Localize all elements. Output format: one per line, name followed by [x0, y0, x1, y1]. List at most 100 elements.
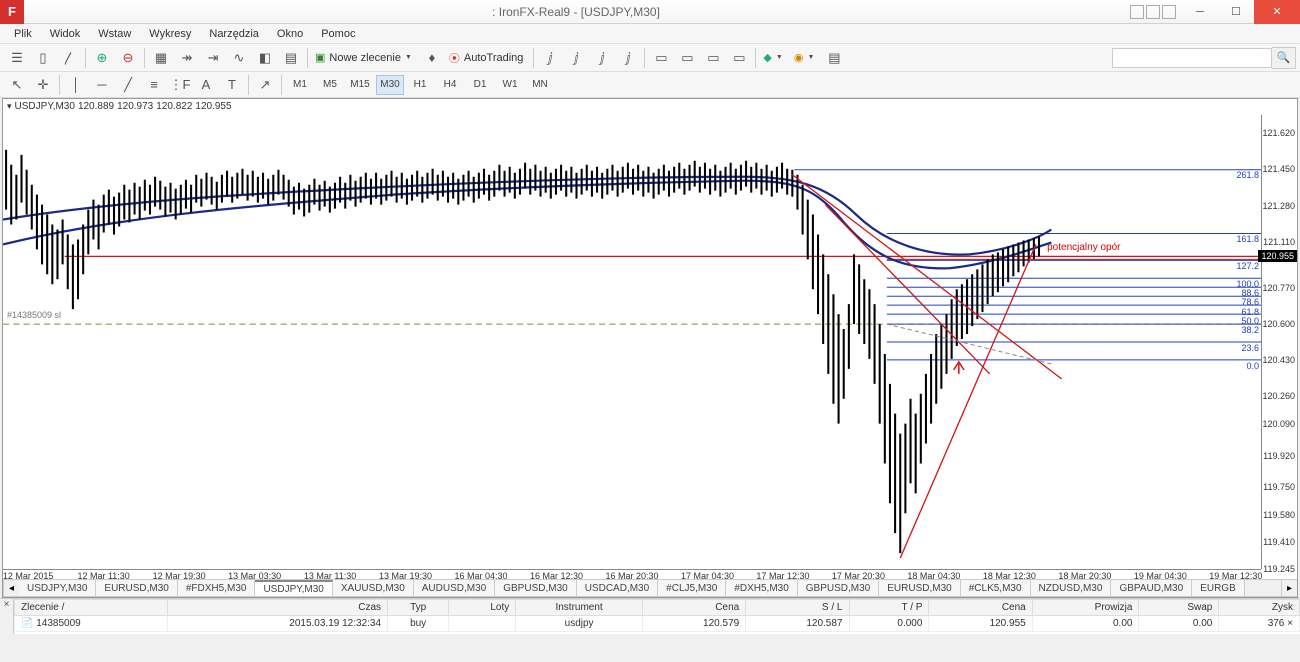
zoom-out-icon[interactable]: ⊖: [116, 46, 140, 70]
symbol-tab[interactable]: GBPAUD,M30: [1111, 580, 1192, 596]
tb-i-icon[interactable]: ▤: [822, 46, 846, 70]
child-close-icon[interactable]: [1162, 5, 1176, 19]
tf-d1[interactable]: D1: [466, 75, 494, 95]
tile-icon[interactable]: ▦: [149, 46, 173, 70]
arrows-icon[interactable]: ↗: [253, 73, 277, 97]
channel-icon[interactable]: ≡: [142, 73, 166, 97]
tb-c-icon[interactable]: ⅉ: [590, 46, 614, 70]
minimize-button[interactable]: ─: [1182, 0, 1218, 24]
child-minimize-icon[interactable]: [1130, 5, 1144, 19]
orders-column-header[interactable]: T / P: [849, 600, 929, 616]
menu-widok[interactable]: Widok: [42, 26, 89, 42]
orders-column-header[interactable]: Cena: [929, 600, 1032, 616]
tf-h1[interactable]: H1: [406, 75, 434, 95]
symbol-tab[interactable]: USDJPY,M30: [19, 580, 96, 596]
chart-candles-icon[interactable]: ▯: [31, 46, 55, 70]
chart-body[interactable]: potencjalny opór #14385009 sl: [3, 115, 1261, 569]
chartshift-icon[interactable]: ⇥: [201, 46, 225, 70]
menu-narzedzia[interactable]: Narzędzia: [201, 26, 267, 42]
tb-g-icon[interactable]: ▭: [701, 46, 725, 70]
close-panel-button[interactable]: ×: [0, 599, 14, 634]
symbol-tab[interactable]: #DXH5,M30: [726, 580, 797, 596]
tb-dropdown-2[interactable]: ◉▼: [790, 47, 822, 69]
tb-f-icon[interactable]: ▭: [675, 46, 699, 70]
tb-a-icon[interactable]: ⅉ: [538, 46, 562, 70]
orders-column-header[interactable]: S / L: [746, 600, 849, 616]
fib-level-label: 38.2: [1241, 325, 1259, 335]
search-input[interactable]: [1112, 48, 1272, 68]
templates-icon[interactable]: ▤: [279, 46, 303, 70]
chart-container[interactable]: ▾ USDJPY,M30 120.889 120.973 120.822 120…: [2, 98, 1298, 598]
resistance-annotation: potencjalny opór: [1047, 242, 1120, 253]
orders-column-header[interactable]: Zysk: [1219, 600, 1300, 616]
hline-icon[interactable]: ─: [90, 73, 114, 97]
tf-m30[interactable]: M30: [376, 75, 404, 95]
menu-wykresy[interactable]: Wykresy: [141, 26, 199, 42]
crosshair-icon[interactable]: ✛: [31, 73, 55, 97]
orders-column-header[interactable]: Swap: [1139, 600, 1219, 616]
orders-cell: 0.000: [849, 616, 929, 632]
chart-collapse-icon[interactable]: ▾: [7, 101, 12, 112]
tb-dropdown-1[interactable]: ◆▼: [759, 47, 789, 69]
menu-okno[interactable]: Okno: [269, 26, 311, 42]
restore-button[interactable]: ☐: [1218, 0, 1254, 24]
symbol-tab[interactable]: NZDUSD,M30: [1031, 580, 1112, 596]
orders-panel: × Zlecenie /CzasTypLotyInstrumentCenaS /…: [0, 598, 1300, 634]
tabs-scroll-left[interactable]: ◂: [3, 580, 19, 596]
indicators-icon[interactable]: ∿: [227, 46, 251, 70]
tb-b-icon[interactable]: ⅉ: [564, 46, 588, 70]
tf-m15[interactable]: M15: [346, 75, 374, 95]
symbol-tab[interactable]: EURUSD,M30: [96, 580, 177, 596]
symbol-tab[interactable]: GBPUSD,M30: [798, 580, 879, 596]
tb-e-icon[interactable]: ▭: [649, 46, 673, 70]
tf-m5[interactable]: M5: [316, 75, 344, 95]
tabs-scroll-right[interactable]: ▸: [1281, 580, 1297, 596]
fib-level-label: 161.8: [1236, 234, 1259, 244]
menu-wstaw[interactable]: Wstaw: [90, 26, 139, 42]
autoscroll-icon[interactable]: ↠: [175, 46, 199, 70]
symbol-tab[interactable]: USDJPY,M30: [255, 580, 332, 596]
chart-symbol: USDJPY,M30: [15, 101, 75, 112]
menu-pomoc[interactable]: Pomoc: [313, 26, 363, 42]
tf-m1[interactable]: M1: [286, 75, 314, 95]
tf-h4[interactable]: H4: [436, 75, 464, 95]
periods-icon[interactable]: ◧: [253, 46, 277, 70]
symbol-tab[interactable]: XAUUSD,M30: [333, 580, 414, 596]
symbol-tab[interactable]: EURUSD,M30: [879, 580, 960, 596]
orders-column-header[interactable]: Cena: [642, 600, 745, 616]
chart-line-icon[interactable]: 〳: [57, 46, 81, 70]
orders-column-header[interactable]: Zlecenie /: [15, 600, 168, 616]
chart-bars-icon[interactable]: ☰: [5, 46, 29, 70]
orders-column-header[interactable]: Instrument: [516, 600, 643, 616]
tb-h-icon[interactable]: ▭: [727, 46, 751, 70]
symbol-tab[interactable]: GBPUSD,M30: [495, 580, 576, 596]
symbol-tab[interactable]: EURGB: [1192, 580, 1245, 596]
close-button[interactable]: ✕: [1254, 0, 1300, 24]
symbol-tab[interactable]: #FDXH5,M30: [178, 580, 256, 596]
trendline-icon[interactable]: ╱: [116, 73, 140, 97]
label-icon[interactable]: T: [220, 73, 244, 97]
cursor-icon[interactable]: ↖: [5, 73, 29, 97]
zoom-in-icon[interactable]: ⊕: [90, 46, 114, 70]
orders-column-header[interactable]: Czas: [167, 600, 387, 616]
vline-icon[interactable]: │: [64, 73, 88, 97]
metaquotes-icon[interactable]: ♦: [420, 46, 444, 70]
orders-cell: 2015.03.19 12:32:34: [167, 616, 387, 632]
search-button[interactable]: 🔍: [1272, 47, 1296, 69]
menu-plik[interactable]: Plik: [6, 26, 40, 42]
fib-icon[interactable]: ⋮F: [168, 73, 192, 97]
new-order-button[interactable]: ▣ Nowe zlecenie ▼: [311, 47, 419, 69]
symbol-tab[interactable]: USDCAD,M30: [577, 580, 658, 596]
orders-column-header[interactable]: Loty: [449, 600, 516, 616]
orders-column-header[interactable]: Typ: [388, 600, 449, 616]
tb-d-icon[interactable]: ⅉ: [616, 46, 640, 70]
symbol-tab[interactable]: #CLK5,M30: [961, 580, 1031, 596]
text-icon[interactable]: A: [194, 73, 218, 97]
symbol-tab[interactable]: AUDUSD,M30: [414, 580, 495, 596]
tf-mn[interactable]: MN: [526, 75, 554, 95]
child-restore-icon[interactable]: [1146, 5, 1160, 19]
tf-w1[interactable]: W1: [496, 75, 524, 95]
symbol-tab[interactable]: #CLJ5,M30: [658, 580, 726, 596]
orders-column-header[interactable]: Prowizja: [1032, 600, 1139, 616]
autotrading-button[interactable]: ⦿ AutoTrading: [445, 47, 531, 69]
